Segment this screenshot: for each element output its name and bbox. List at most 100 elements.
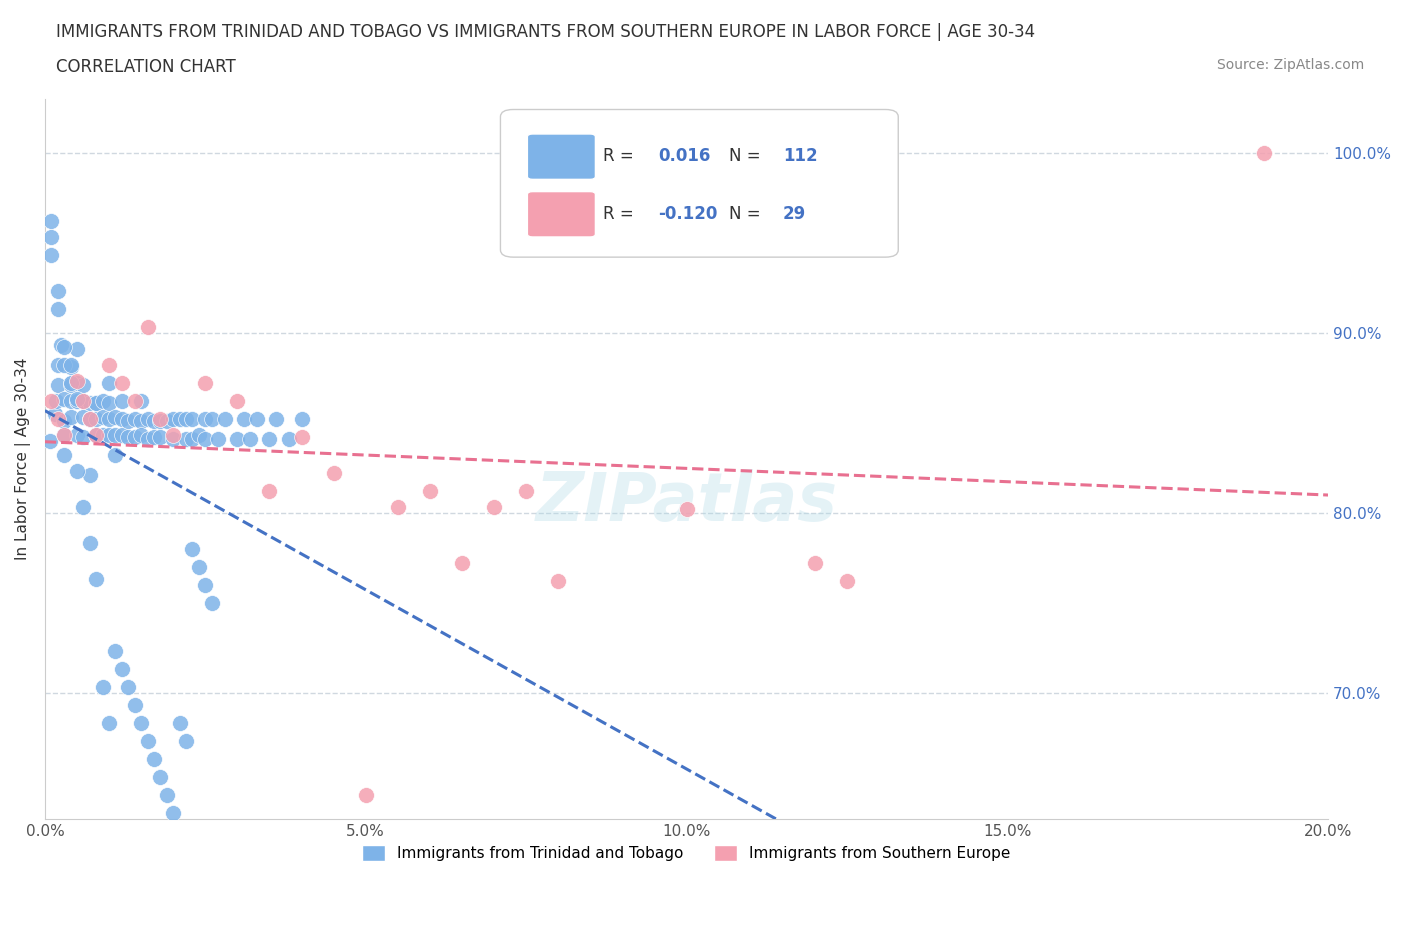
Point <box>79 468 101 483</box>
FancyBboxPatch shape <box>527 134 595 179</box>
Point <box>136 412 159 427</box>
Point <box>66 392 89 406</box>
Point <box>1253 145 1275 160</box>
Point <box>354 788 377 803</box>
Point <box>156 788 179 803</box>
Point <box>149 414 172 429</box>
Point <box>72 393 94 408</box>
Point <box>39 248 62 263</box>
Point <box>124 412 146 427</box>
Point <box>117 680 139 695</box>
Point <box>149 770 172 785</box>
Point <box>181 541 204 556</box>
Point <box>53 414 76 429</box>
Point <box>66 428 89 443</box>
Point <box>162 806 184 821</box>
Point <box>91 680 114 695</box>
Point <box>66 393 89 408</box>
Point <box>98 376 121 391</box>
Point <box>46 302 69 317</box>
FancyBboxPatch shape <box>527 192 595 237</box>
Point <box>111 393 134 408</box>
Point <box>194 432 217 446</box>
Point <box>264 412 287 427</box>
Point <box>143 752 166 767</box>
Point <box>804 556 827 571</box>
Text: IMMIGRANTS FROM TRINIDAD AND TOBAGO VS IMMIGRANTS FROM SOUTHERN EUROPE IN LABOR : IMMIGRANTS FROM TRINIDAD AND TOBAGO VS I… <box>56 23 1035 41</box>
Point <box>239 432 262 446</box>
Text: Source: ZipAtlas.com: Source: ZipAtlas.com <box>1216 58 1364 72</box>
Point <box>232 412 254 427</box>
Point <box>59 376 82 391</box>
Point <box>72 378 94 392</box>
Point <box>84 412 107 427</box>
Point <box>187 559 209 574</box>
Point <box>187 428 209 443</box>
Point <box>117 414 139 429</box>
Point <box>181 432 204 446</box>
Point <box>91 393 114 408</box>
Point <box>169 412 191 427</box>
Point <box>72 430 94 445</box>
Point <box>419 484 441 498</box>
Point <box>129 428 152 443</box>
Point <box>59 358 82 373</box>
FancyBboxPatch shape <box>501 110 898 257</box>
Point <box>53 358 76 373</box>
Point <box>39 214 62 229</box>
Text: 112: 112 <box>783 147 817 166</box>
Point <box>53 428 76 443</box>
Point <box>181 412 204 427</box>
Point <box>136 432 159 446</box>
Point <box>259 484 281 498</box>
Point <box>79 412 101 427</box>
Point <box>149 430 172 445</box>
Point <box>66 374 89 389</box>
Point <box>59 410 82 425</box>
Point <box>547 574 569 589</box>
Point <box>66 376 89 391</box>
Point <box>84 428 107 443</box>
Point <box>84 395 107 410</box>
Point <box>277 432 299 446</box>
Point <box>111 412 134 427</box>
Point <box>46 284 69 299</box>
Point <box>104 410 127 425</box>
Point <box>84 395 107 410</box>
Text: -0.120: -0.120 <box>658 205 717 223</box>
Point <box>79 412 101 427</box>
Point <box>322 466 344 481</box>
Point <box>194 412 217 427</box>
Point <box>129 716 152 731</box>
Point <box>53 392 76 406</box>
Point <box>162 432 184 446</box>
Point <box>53 428 76 443</box>
Point <box>98 358 121 373</box>
Point <box>79 412 101 427</box>
Point <box>201 595 224 610</box>
Text: 29: 29 <box>783 205 806 223</box>
Point <box>835 574 858 589</box>
Point <box>207 432 229 446</box>
Point <box>515 484 537 498</box>
Point <box>104 447 127 462</box>
Point <box>226 393 249 408</box>
Text: N =: N = <box>728 205 766 223</box>
Point <box>39 433 62 448</box>
Point <box>84 572 107 587</box>
Point <box>46 412 69 427</box>
Point <box>143 430 166 445</box>
Point <box>246 412 269 427</box>
Point <box>39 393 62 408</box>
Point <box>66 341 89 356</box>
Point <box>111 662 134 677</box>
Point <box>290 430 312 445</box>
Text: 0.016: 0.016 <box>658 147 710 166</box>
Point <box>149 412 172 427</box>
Point <box>201 412 224 427</box>
Point <box>111 428 134 443</box>
Point <box>194 376 217 391</box>
Point <box>79 536 101 551</box>
Text: N =: N = <box>728 147 766 166</box>
Point <box>214 412 236 427</box>
